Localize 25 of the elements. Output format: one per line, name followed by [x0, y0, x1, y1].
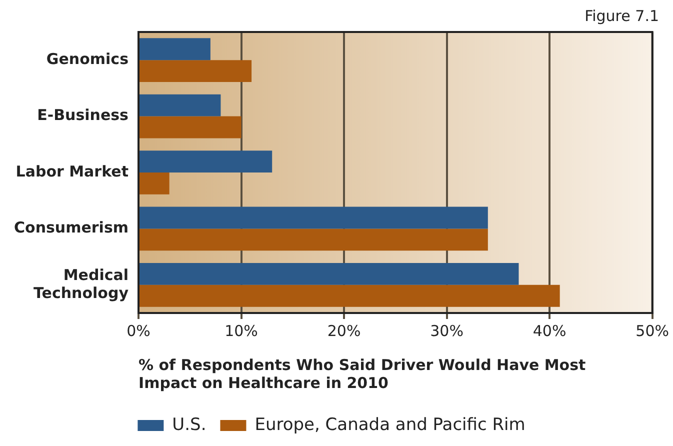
x-tick-label: 50%: [636, 322, 669, 340]
y-tick-label: Labor Market: [16, 162, 128, 180]
bar: [140, 60, 252, 82]
bar: [140, 150, 272, 172]
x-tick-label: 20%: [327, 322, 361, 340]
legend-label: Europe, Canada and Pacific Rim: [254, 414, 526, 435]
bar: [140, 206, 488, 229]
x-tick-label: 30%: [430, 322, 464, 340]
x-tick-label: 0%: [126, 322, 150, 340]
bar: [140, 94, 221, 116]
bar: [140, 284, 560, 307]
bar: [140, 172, 170, 194]
x-tick-label: 10%: [224, 322, 258, 340]
x-axis-title: % of Respondents Who Said Driver Would Have Most Impact on Healthcare in 2010: [138, 356, 586, 392]
caption: Figure 7.1: [584, 6, 659, 25]
bar: [140, 38, 210, 60]
y-tick-label: Genomics: [46, 50, 129, 68]
bar: [140, 116, 242, 138]
y-tick-label: E-Business: [37, 106, 129, 124]
legend-label: U.S.: [172, 414, 206, 435]
x-tick-label: 40%: [532, 322, 566, 340]
y-tick-label: Medical Technology: [34, 266, 129, 302]
bar: [140, 262, 519, 285]
bar: [140, 228, 488, 251]
y-tick-label: Consumerism: [14, 218, 128, 237]
